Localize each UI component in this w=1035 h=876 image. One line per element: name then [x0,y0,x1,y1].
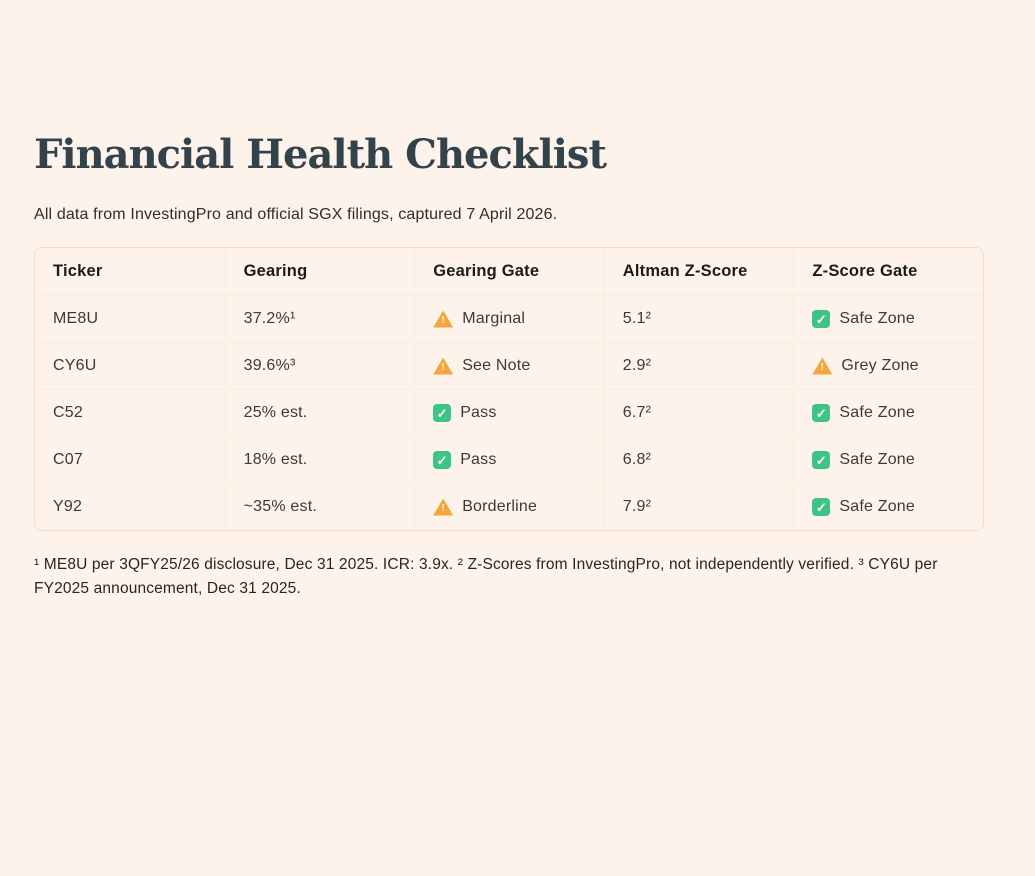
z-score-gate-cell: Grey Zone [793,342,983,389]
check-icon [433,451,452,469]
z-score-gate-cell: Safe Zone [793,389,983,436]
ticker-cell: C07 [35,436,225,483]
gate-label: Borderline [462,498,538,515]
footnotes: ¹ ME8U per 3QFY25/26 disclosure, Dec 31 … [34,556,938,598]
z-score-cell: 5.1² [603,295,794,342]
warning-icon [812,357,833,375]
column-header-altman-z-score: Altman Z-Score [603,248,794,295]
z-score-cell: 6.8² [603,436,794,483]
gearing-cell: 37.2%¹ [224,295,415,342]
gate-label: Safe Zone [839,310,916,327]
financial-health-table: Ticker Gearing Gearing Gate Altman Z-Sco… [34,247,984,531]
gate-label: Grey Zone [841,357,919,374]
gate-label: Pass [460,451,497,468]
check-icon [812,404,831,422]
table-row: C52 25% est. Pass 6.7² Safe Zone [35,389,983,436]
gate-label: Safe Zone [839,498,916,515]
column-header-ticker: Ticker [53,262,103,280]
gearing-cell: 25% est. [224,389,415,436]
check-icon [433,404,452,422]
table-row: C07 18% est. Pass 6.8² Safe Zone [35,436,983,483]
column-header-gearing-gate: Gearing Gate [414,248,604,295]
column-header-z-score-gate: Z-Score Gate [793,248,983,295]
gate-label: Marginal [462,310,526,327]
gearing-gate-cell: Pass [414,389,604,436]
check-icon [812,310,831,328]
warning-icon [433,310,454,328]
gearing-gate-cell: See Note [414,342,604,389]
table-row: Y92 ~35% est. Borderline 7.9² Safe Zone [35,483,983,530]
warning-icon [433,498,454,516]
page-title: Financial Health Checklist [34,131,607,178]
check-icon [812,498,831,516]
data-source-note: All data from InvestingPro and official … [34,206,558,223]
gate-label: See Note [462,357,531,374]
gate-label: Pass [460,404,497,421]
warning-icon [433,357,454,375]
z-score-gate-cell: Safe Zone [793,483,983,530]
gearing-cell: ~35% est. [224,483,415,530]
z-score-gate-cell: Safe Zone [793,436,983,483]
gearing-cell: 18% est. [224,436,415,483]
table-row: ME8U 37.2%¹ Marginal 5.1² Safe Zone [35,295,983,342]
gearing-gate-cell: Marginal [414,295,604,342]
gearing-gate-cell: Borderline [414,483,604,530]
ticker-cell: CY6U [35,342,225,389]
gate-label: Safe Zone [839,451,916,468]
gearing-gate-cell: Pass [414,436,604,483]
financial-health-table-container: Ticker Gearing Gearing Gate Altman Z-Sco… [34,247,1001,531]
check-icon [812,451,831,469]
gearing-cell: 39.6%³ [224,342,415,389]
table-row: CY6U 39.6%³ See Note 2.9² Grey Zone [35,342,983,389]
table-header-row: Ticker Gearing Gearing Gate Altman Z-Sco… [35,248,983,295]
ticker-cell: Y92 [35,483,225,530]
gate-label: Safe Zone [839,404,916,421]
z-score-cell: 2.9² [603,342,794,389]
ticker-cell: C52 [35,389,225,436]
article-body: Financial Health Checklist All data from… [0,132,1035,602]
z-score-gate-cell: Safe Zone [793,295,983,342]
z-score-cell: 7.9² [603,483,794,530]
z-score-cell: 6.7² [603,389,794,436]
column-header-gearing: Gearing [224,248,415,295]
ticker-cell: ME8U [35,295,225,342]
